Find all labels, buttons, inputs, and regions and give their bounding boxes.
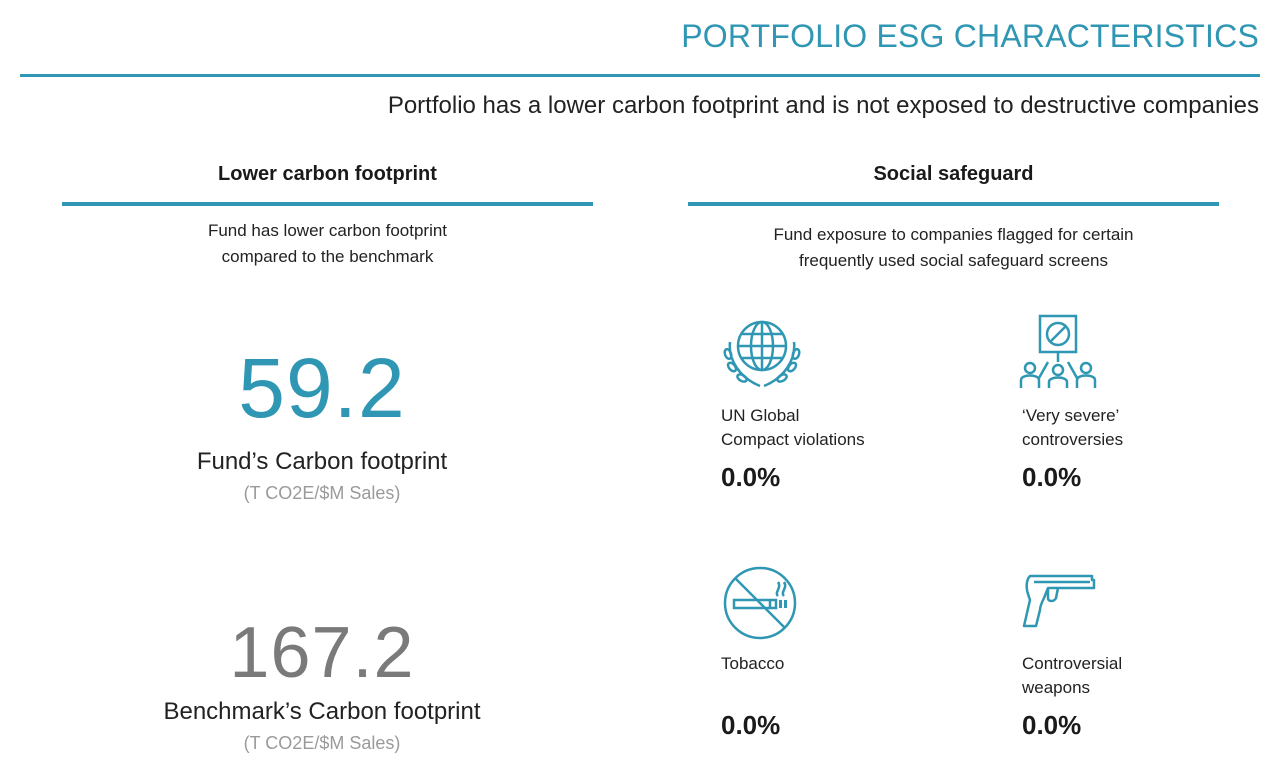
fund-carbon-label: Fund’s Carbon footprint [196,448,448,475]
protest-sign-icon [1018,312,1100,392]
social-section-divider [688,202,1219,206]
benchmark-carbon-label: Benchmark’s Carbon footprint [163,698,481,725]
very-severe-controversies-label: ‘Very severe’ controversies [1022,406,1124,449]
benchmark-carbon-unit: (T CO2E/$M Sales) [243,733,401,753]
carbon-desc-line2: compared to the benchmark [221,247,434,266]
un-global-compact-value: 0.0% [721,462,781,492]
controversial-weapons-value: 0.0% [1022,710,1082,740]
un-global-compact-label: UN Global Compact violations [721,406,865,449]
tobacco-label: Tobacco [721,654,785,673]
page-subtitle: Portfolio has a lower carbon footprint a… [387,92,1259,119]
fund-carbon-unit: (T CO2E/$M Sales) [243,483,401,503]
carbon-section-divider [62,202,593,206]
benchmark-carbon-value: 167.2 [229,613,415,693]
globe-laurel-icon [720,312,804,392]
carbon-section-description: Fund has lower carbon footprint compared… [62,218,593,270]
page-title: PORTFOLIO ESG CHARACTERISTICS [681,18,1259,54]
carbon-desc-line1: Fund has lower carbon footprint [207,221,448,240]
header-divider [20,74,1260,77]
social-desc-line1: Fund exposure to companies flagged for c… [773,225,1134,244]
tobacco-value: 0.0% [721,710,781,740]
fund-carbon-value: 59.2 [238,341,406,435]
no-smoking-icon [720,566,802,640]
very-severe-controversies-value: 0.0% [1022,462,1082,492]
controversial-weapons-label: Controversial weapons [1022,654,1123,697]
social-section-heading: Social safeguard [873,163,1034,185]
carbon-section-heading: Lower carbon footprint [218,163,437,185]
social-desc-line2: frequently used social safeguard screens [798,251,1108,270]
pistol-icon [1020,572,1100,630]
social-section-description: Fund exposure to companies flagged for c… [688,222,1219,274]
